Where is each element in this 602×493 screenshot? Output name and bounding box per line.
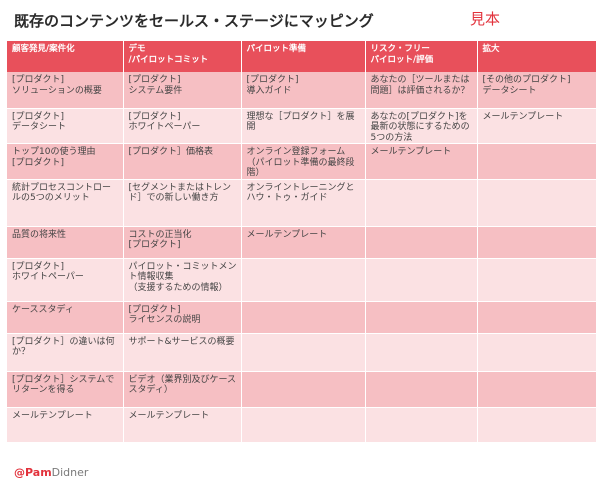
table-cell: [プロダクト] ソリューションの概要	[7, 72, 124, 109]
table-cell: トップ10の使う理由 [プロダクト]	[7, 143, 124, 180]
table-cell	[365, 258, 478, 302]
table-cell	[365, 301, 478, 334]
table-cell	[477, 333, 597, 372]
table-cell: メールテンプレート	[7, 407, 124, 443]
table-cell: [プロダクト］システムでリターンを得る	[7, 371, 124, 408]
table-cell: [プロダクト］の違いは何か？	[7, 333, 124, 372]
table-cell	[365, 226, 478, 259]
table-row: [プロダクト］システムでリターンを得る ビデオ（業界別及びケーススタディ）	[7, 371, 597, 408]
sample-label: 見本	[470, 10, 501, 28]
table-cell: メールテンプレート	[477, 108, 597, 144]
table-cell: [プロダクト] 導入ガイド	[241, 72, 366, 109]
table-cell	[241, 333, 366, 372]
footer-handle-at: @Pam	[14, 466, 52, 479]
table-cell: [プロダクト] ホワイトペーパー	[123, 108, 242, 144]
table-cell	[477, 258, 597, 302]
footer-handle: @PamDidner	[14, 466, 88, 479]
table-cell: [プロダクト] ホワイトペーパー	[7, 258, 124, 302]
table-cell: オンライン登録フォーム（パイロット準備の最終段階）	[241, 143, 366, 180]
table-row: 品質の将来性 コストの正当化 [プロダクト] メールテンプレート	[7, 226, 597, 259]
footer-handle-name: Didner	[51, 466, 89, 479]
table-cell	[365, 333, 478, 372]
header-cell: リスク・フリー パイロット/評価	[365, 41, 478, 72]
table-row: [プロダクト] データシート [プロダクト] ホワイトペーパー 理想な［プロダクト］…	[7, 108, 597, 144]
table-cell: [プロダクト] データシート	[7, 108, 124, 144]
content-mapping-table: 顧客発見/案件化 デモ /パイロットコミット パイロット準備 リスク・フリー パ…	[7, 41, 597, 443]
table-cell: あなたの［ツールまたは問題］は評価されるか？	[365, 72, 478, 109]
table-cell	[477, 301, 597, 334]
table-cell	[477, 407, 597, 443]
table-cell	[477, 143, 597, 180]
header-row: 顧客発見/案件化 デモ /パイロットコミット パイロット準備 リスク・フリー パ…	[7, 41, 597, 72]
table-cell: [プロダクト] ライセンスの説明	[123, 301, 242, 334]
header-cell: デモ /パイロットコミット	[123, 41, 242, 72]
table-cell: ビデオ（業界別及びケーススタディ）	[123, 371, 242, 408]
table-row: [プロダクト］の違いは何か？ サポート&サービスの概要	[7, 333, 597, 372]
table-cell: 統計プロセスコントロールの5つのメリット	[7, 179, 124, 227]
table-cell: パイロット・コミットメント情報収集 （支援するための情報）	[123, 258, 242, 302]
table-cell: メールテンプレート	[123, 407, 242, 443]
header-cell: パイロット準備	[241, 41, 366, 72]
table-cell	[241, 258, 366, 302]
table-cell: 品質の将来性	[7, 226, 124, 259]
table-cell	[477, 179, 597, 227]
table-cell: メールテンプレート	[365, 143, 478, 180]
table-cell	[241, 371, 366, 408]
table-cell: ケーススタディ	[7, 301, 124, 334]
table-cell: [セグメントまたはトレンド］での新しい働き方	[123, 179, 242, 227]
table-cell: メールテンプレート	[241, 226, 366, 259]
table-cell: コストの正当化 [プロダクト]	[123, 226, 242, 259]
table-cell	[365, 371, 478, 408]
table-cell	[241, 407, 366, 443]
table-cell	[365, 407, 478, 443]
table-cell	[241, 301, 366, 334]
table-row: 統計プロセスコントロールの5つのメリット [セグメントまたはトレンド］での新しい働…	[7, 179, 597, 227]
table-row: [プロダクト] ホワイトペーパー パイロット・コミットメント情報収集 （支援するた…	[7, 258, 597, 302]
page-title: 既存のコンテンツをセールス・ステージにマッピング	[14, 12, 374, 30]
table-row: [プロダクト] ソリューションの概要 [プロダクト] システム要件 [プロダクト] …	[7, 72, 597, 109]
table-cell: 理想な［プロダクト］を展開	[241, 108, 366, 144]
header-cell: 拡大	[477, 41, 597, 72]
table-cell: オンライントレーニングとハウ・トゥ・ガイド	[241, 179, 366, 227]
table-cell	[477, 371, 597, 408]
table-cell: [プロダクト] システム要件	[123, 72, 242, 109]
table-cell	[365, 179, 478, 227]
header-cell: 顧客発見/案件化	[7, 41, 124, 72]
table-cell: あなたの[プロダクト]を最新の状態にするための5つの方法	[365, 108, 478, 144]
table-row: トップ10の使う理由 [プロダクト] [プロダクト］価格表 オンライン登録フォーム（…	[7, 143, 597, 180]
table-row: ケーススタディ [プロダクト] ライセンスの説明	[7, 301, 597, 334]
table-row: メールテンプレート メールテンプレート	[7, 407, 597, 443]
table-cell: サポート&サービスの概要	[123, 333, 242, 372]
table-cell: [その他のプロダクト] データシート	[477, 72, 597, 109]
table-cell	[477, 226, 597, 259]
table-cell: [プロダクト］価格表	[123, 143, 242, 180]
